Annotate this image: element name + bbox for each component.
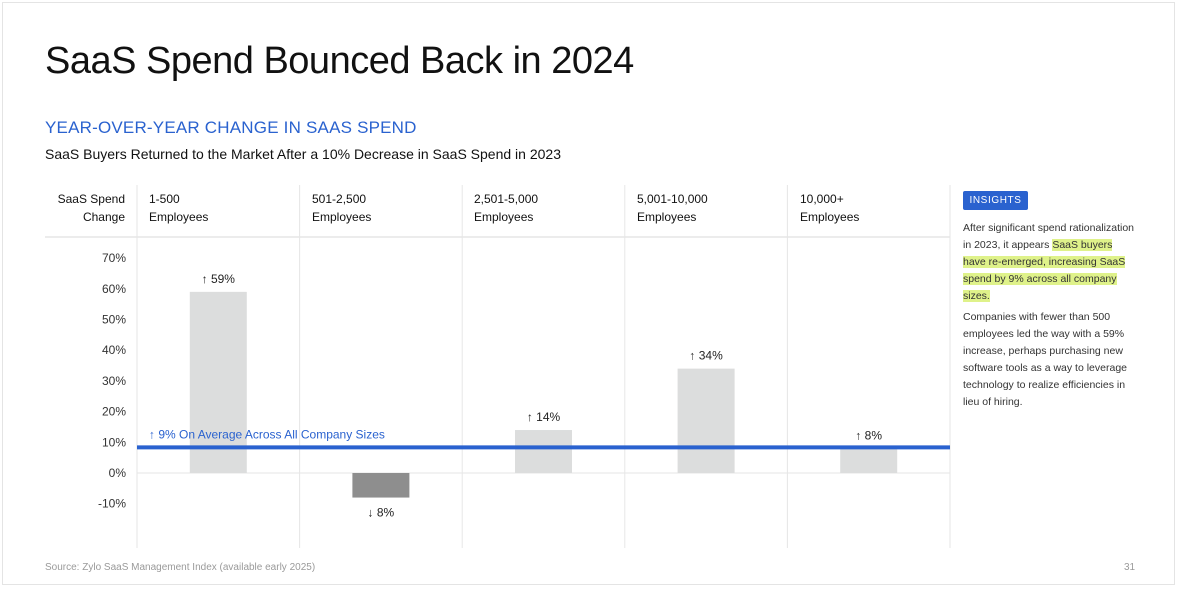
data-label: ↑ 59% [202,272,236,286]
column-header-5001-10000: 5,001-10,000 Employees [637,190,708,226]
source-note: Source: Zylo SaaS Management Index (avai… [45,562,316,573]
data-label: ↑ 8% [855,428,882,442]
insight-paragraph-2: Companies with fewer than 500 employees … [963,311,1128,408]
column-header-line-2: Employees [312,210,372,224]
y-tick-label: 20% [102,405,126,419]
column-header-line-2: Employees [474,210,534,224]
data-label: ↑ 14% [527,410,561,424]
row-label-header: SaaS Spend Change [45,190,125,226]
insight-text: After significant spend rationalization … [963,222,1135,251]
insight-paragraph-1: After significant spend rationalization … [963,220,1138,305]
column-header-501-2500: 501-2,500 Employees [312,190,371,226]
section-title: YEAR-OVER-YEAR CHANGE IN SAAS SPEND [45,118,417,137]
column-header-line-2: Employees [637,210,697,224]
y-tick-label: 60% [102,282,126,296]
y-tick-label: 50% [102,313,126,327]
row-label-line-1: SaaS Spend [57,192,125,206]
column-header-line-1: 10,000+ [800,192,844,206]
insights-badge: INSIGHTS [963,191,1028,210]
data-label: ↓ 8% [368,506,395,520]
data-label: ↑ 34% [689,349,723,363]
column-header-1-500: 1-500 Employees [149,190,208,226]
y-tick-label: 30% [102,374,126,388]
y-tick-label: 0% [109,466,127,480]
column-header-line-1: 5,001-10,000 [637,192,708,206]
page-number: 31 [1124,562,1136,573]
y-tick-label: 10% [102,435,126,449]
bar [352,473,410,498]
bar [515,430,572,473]
column-header-line-2: Employees [149,210,209,224]
column-header-line-2: Employees [800,210,860,224]
y-tick-label: 40% [102,343,126,357]
column-header-line-1: 2,501-5,000 [474,192,539,206]
column-header-10000-plus: 10,000+ Employees [800,190,859,226]
bar [840,448,898,473]
page-title: SaaS Spend Bounced Back in 2024 [45,40,634,82]
row-label-line-2: Change [82,210,125,224]
column-header-2501-5000: 2,501-5,000 Employees [474,190,538,226]
bar [189,291,247,473]
chart-subtitle: SaaS Buyers Returned to the Market After… [45,146,561,162]
column-header-line-1: 501-2,500 [312,192,367,206]
y-tick-label: -10% [98,497,126,511]
average-reference-label: ↑ 9% On Average Across All Company Sizes [149,427,385,441]
bar [677,368,735,473]
y-tick-label: 70% [102,251,126,265]
column-header-line-1: 1-500 [149,192,180,206]
